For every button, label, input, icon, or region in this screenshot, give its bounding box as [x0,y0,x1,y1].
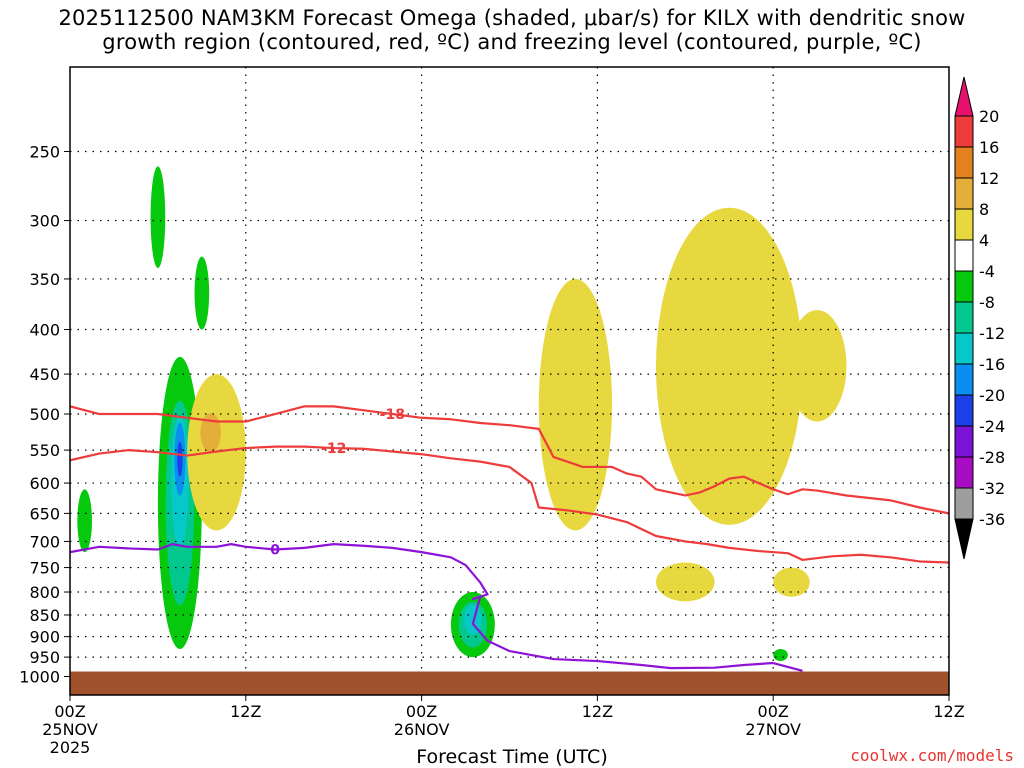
terrain-fill [70,671,949,695]
colorbar-swatch-11 [954,425,974,458]
y-tick-label-950: 950 [29,648,60,667]
x-tick-date-0: 25NOV [42,720,98,739]
contour-label-purple-0: 0 [270,542,280,558]
colorbar-label-5: -4 [979,262,995,281]
contour-layer: -12 -18 0 [70,405,949,672]
colorbar-label-9: -20 [979,386,1005,405]
y-tick-label-650: 650 [29,504,60,523]
colorbar-swatch-6 [954,270,974,303]
colorbar-bottom-arrow [954,518,974,560]
y-tick-label-350: 350 [29,270,60,289]
x-tick-label-24: 00Z [406,702,437,721]
y-tick-label-250: 250 [29,143,60,162]
y-tick-label-550: 550 [29,441,60,460]
colorbar-label-12: -32 [979,479,1005,498]
x-tick-label-12: 12Z [230,702,261,721]
colorbar-label-8: -16 [979,355,1005,374]
omega-region-8 [656,207,803,525]
x-tick-label-48: 00Z [758,702,789,721]
y-tick-label-450: 450 [29,365,60,384]
colorbar-label-11: -28 [979,448,1005,467]
colorbar-swatch-10 [954,394,974,427]
omega-region-3 [194,256,210,330]
y-tick-label-400: 400 [29,321,60,340]
y-tick-label-750: 750 [29,559,60,578]
colorbar-swatch-1 [954,115,974,148]
contour-label-red-0: -12 [321,441,346,457]
colorbar-swatch-8 [954,332,974,365]
colorbar: 20 16 12 8 4 -4 -8 -12 -16 -20 -24 -28 -32 -36 [954,76,1005,560]
colorbar-swatch-7 [954,301,974,334]
colorbar-swatch-9 [954,363,974,396]
omega-region-6-core-8 [200,413,221,453]
colorbar-label-3: 8 [979,200,989,219]
colorbar-swatch-13 [954,487,974,520]
colorbar-label-13: -36 [979,510,1005,529]
colorbar-label-1: 16 [979,138,999,157]
y-tick-label-800: 800 [29,583,60,602]
colorbar-top-arrow [954,76,974,117]
x-tick-date-48: 27NOV [745,720,801,739]
y-tick-label-600: 600 [29,474,60,493]
omega-region-7 [538,278,613,531]
y-tick-label-500: 500 [29,405,60,424]
omega-region-2 [150,166,166,268]
x-tick-date-24: 26NOV [394,720,450,739]
x-axis-title: Forecast Time (UTC) [416,746,608,768]
colorbar-label-10: -24 [979,417,1005,436]
colorbar-swatch-5 [954,239,974,272]
omega-region-10 [656,562,715,602]
omega-region-11 [773,567,810,597]
contour-line-red-0 [70,445,949,564]
omega-region-9 [787,310,847,422]
colorbar-label-7: -12 [979,324,1005,343]
omega-region-5 [773,649,788,662]
omega-region-4 [77,489,92,553]
contour-line-red-1 [70,405,949,515]
x-tick-label-0: 00Z [54,702,85,721]
x-tick-year-0: 2025 [50,738,91,757]
x-tick-label-60: 12Z [933,702,964,721]
y-tick-label-300: 300 [29,212,60,231]
colorbar-label-2: 12 [979,169,999,188]
colorbar-swatch-2 [954,146,974,179]
y-tick-label-900: 900 [29,628,60,647]
chart-title-line-1: 2025112500 NAM3KM Forecast Omega (shaded… [58,6,966,30]
contour-line-purple-0 [70,543,803,672]
contour-label-red-1: -18 [380,407,405,423]
y-axis: 250 300 350 400 450 500 550 600 650 700 750 800 850 9… [19,143,70,687]
plot-frame [69,66,950,696]
source-credit: coolwx.com/models [850,746,1014,765]
terrain-layer [70,671,949,695]
y-tick-label-1000: 1000 [19,668,60,687]
colorbar-swatch-12 [954,456,974,489]
x-tick-label-36: 12Z [582,702,613,721]
colorbar-label-4: 4 [979,231,989,250]
colorbar-label-6: -8 [979,293,995,312]
colorbar-swatch-3 [954,177,974,210]
colorbar-swatch-4 [954,208,974,241]
y-tick-label-700: 700 [29,532,60,551]
y-tick-label-850: 850 [29,606,60,625]
chart-title-line-2: growth region (contoured, red, ºC) and f… [102,30,922,54]
colorbar-label-0: 20 [979,107,999,126]
omega-region-0-core-20 [177,441,183,477]
